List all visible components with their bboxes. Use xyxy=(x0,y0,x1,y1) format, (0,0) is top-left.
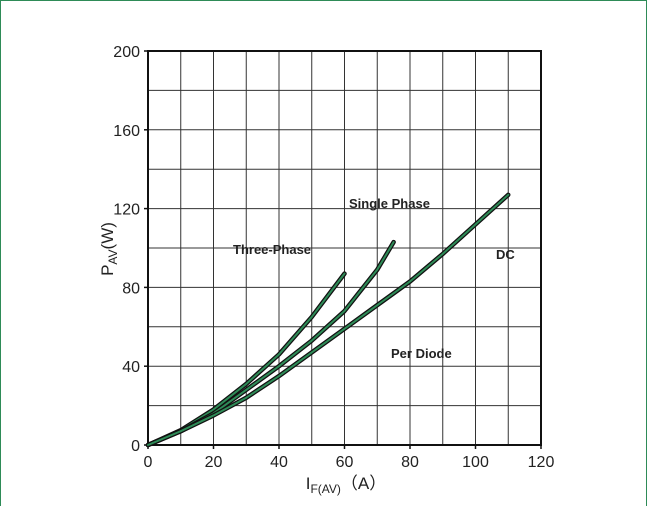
annotation-per-diode: Per Diode xyxy=(391,346,452,361)
y-tick-label: 120 xyxy=(113,202,140,219)
x-axis-title-main: I xyxy=(306,474,311,493)
x-axis-title-unit: （A） xyxy=(341,474,386,493)
y-axis-title: PAV(W) xyxy=(98,222,120,276)
x-tick-label: 20 xyxy=(205,454,223,471)
x-tick-label: 100 xyxy=(462,454,489,471)
y-axis-title-sub: AV xyxy=(106,249,120,264)
annotation-three-phase: Three-Phase xyxy=(233,242,311,257)
x-tick-label: 60 xyxy=(336,454,354,471)
y-tick-label: 40 xyxy=(122,359,140,376)
y-tick-label: 160 xyxy=(113,123,140,140)
annotation-dc: DC xyxy=(496,247,515,262)
y-axis-title-main: P xyxy=(98,265,117,276)
y-tick-label: 0 xyxy=(131,438,140,455)
annotation-single-phase: Single Phase xyxy=(349,196,430,211)
series-dc-line xyxy=(147,193,510,446)
x-tick-label: 0 xyxy=(144,454,153,471)
series-dc-outline xyxy=(145,192,511,448)
series-single-phase-line xyxy=(147,241,395,446)
series-single-phase-outline xyxy=(145,239,396,448)
x-axis-title: IF(AV)（A） xyxy=(306,474,387,496)
series xyxy=(145,192,511,448)
x-tick-label: 80 xyxy=(401,454,419,471)
x-axis-title-sub: F(AV) xyxy=(310,482,340,496)
ticks: 0 20 40 60 80 100 120 0 40 80 120 160 200 xyxy=(113,44,554,471)
x-tick-label: 120 xyxy=(528,454,555,471)
grid xyxy=(147,50,542,446)
x-tick-label: 40 xyxy=(270,454,288,471)
y-tick-label: 200 xyxy=(113,44,140,61)
y-axis-title-unit: (W) xyxy=(98,222,117,249)
y-tick-label: 80 xyxy=(122,280,140,297)
